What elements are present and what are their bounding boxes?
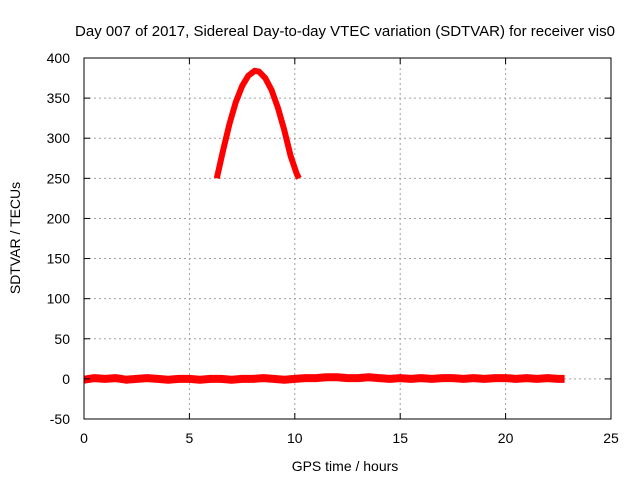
chart-title: Day 007 of 2017, Sidereal Day-to-day VTE…: [75, 23, 615, 40]
grid-lines: [84, 58, 611, 419]
x-tick-label: 20: [498, 430, 514, 446]
y-tick-label: 200: [47, 210, 71, 226]
y-tick-label: 350: [47, 90, 71, 106]
x-tick-label: 5: [186, 430, 194, 446]
series-line-baseline: [83, 373, 565, 384]
y-tick-label: 150: [47, 251, 71, 267]
y-tick-label: 400: [47, 50, 71, 66]
y-tick-label: -50: [50, 411, 70, 427]
y-tick-label: 250: [47, 170, 71, 186]
data-series: [83, 67, 565, 384]
plot-frame: [83, 57, 612, 420]
x-axis-label: GPS time / hours: [292, 458, 399, 474]
y-tick-label: 100: [47, 291, 71, 307]
y-tick-label: 300: [47, 130, 71, 146]
x-tick-label: 15: [392, 430, 408, 446]
x-tick-label: 25: [603, 430, 619, 446]
x-tick-label: 0: [80, 430, 88, 446]
y-axis-label: SDTVAR / TECUs: [7, 182, 23, 294]
y-tick-label: 50: [54, 331, 70, 347]
x-tick-label: 10: [287, 430, 303, 446]
y-tick-label: 0: [62, 371, 70, 387]
axis-ticks: 0 5 10 15 20 25 -50 0 50 100 150 200 250 300 350 400: [47, 50, 619, 446]
series-line-arc: [213, 67, 302, 180]
